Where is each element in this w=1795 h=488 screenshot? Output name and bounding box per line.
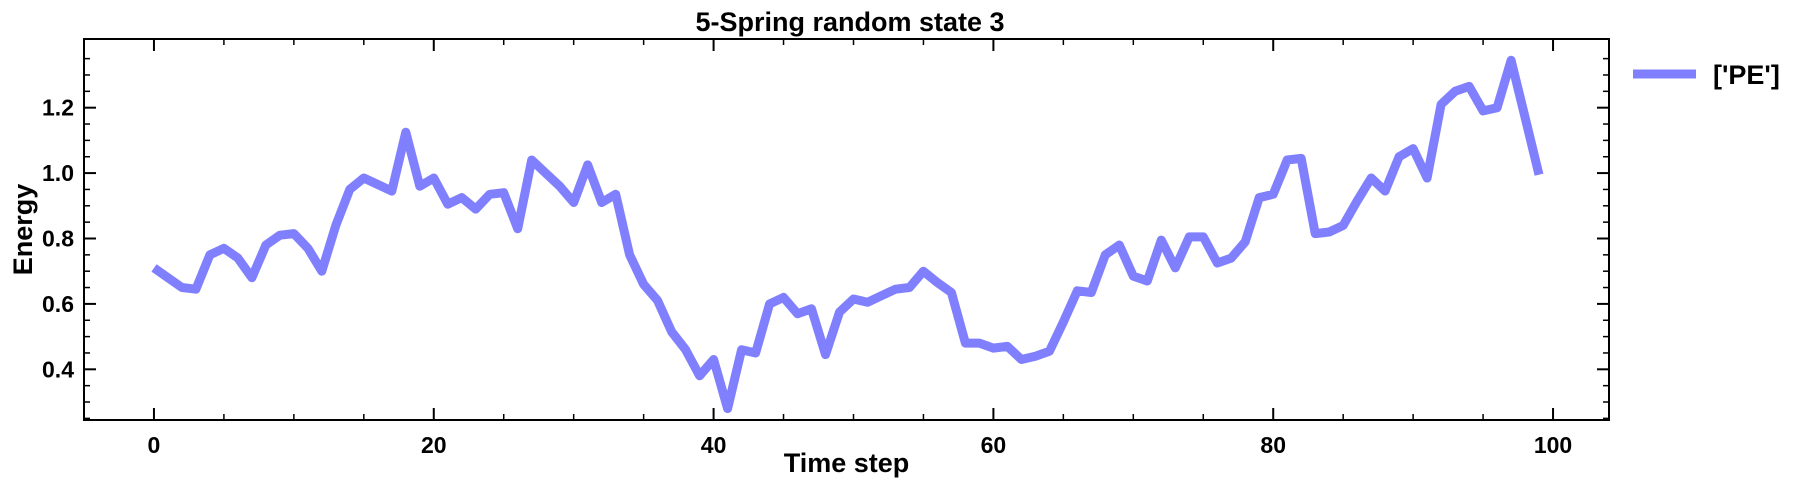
y-tick-label: 1.2: [42, 95, 74, 121]
x-tick-label: 40: [701, 432, 727, 458]
x-tick-label: 80: [1260, 432, 1286, 458]
series-layer: [151, 55, 1544, 414]
axis-ticks: 0 20 40 60 80 100 0.4 0.6 0.8 1.0 1.2: [42, 39, 1609, 458]
x-axis-title: Time step: [784, 448, 910, 478]
y-tick-label: 0.6: [42, 291, 74, 317]
chart-title: 5-Spring random state 3: [695, 7, 1004, 37]
y-tick-label: 0.8: [42, 225, 74, 251]
plot-frame: [83, 38, 1610, 421]
legend-label-pe: ['PE']: [1713, 60, 1780, 90]
x-tick-label: 60: [981, 432, 1007, 458]
x-tick-label: 100: [1534, 432, 1572, 458]
x-tick-label: 0: [148, 432, 161, 458]
legend: ['PE']: [1633, 60, 1780, 90]
y-tick-label: 0.4: [42, 356, 74, 382]
series-line-pe: [151, 55, 1544, 414]
y-axis-title: Energy: [8, 184, 38, 276]
x-tick-label: 20: [421, 432, 447, 458]
y-tick-label: 1.0: [42, 160, 74, 186]
